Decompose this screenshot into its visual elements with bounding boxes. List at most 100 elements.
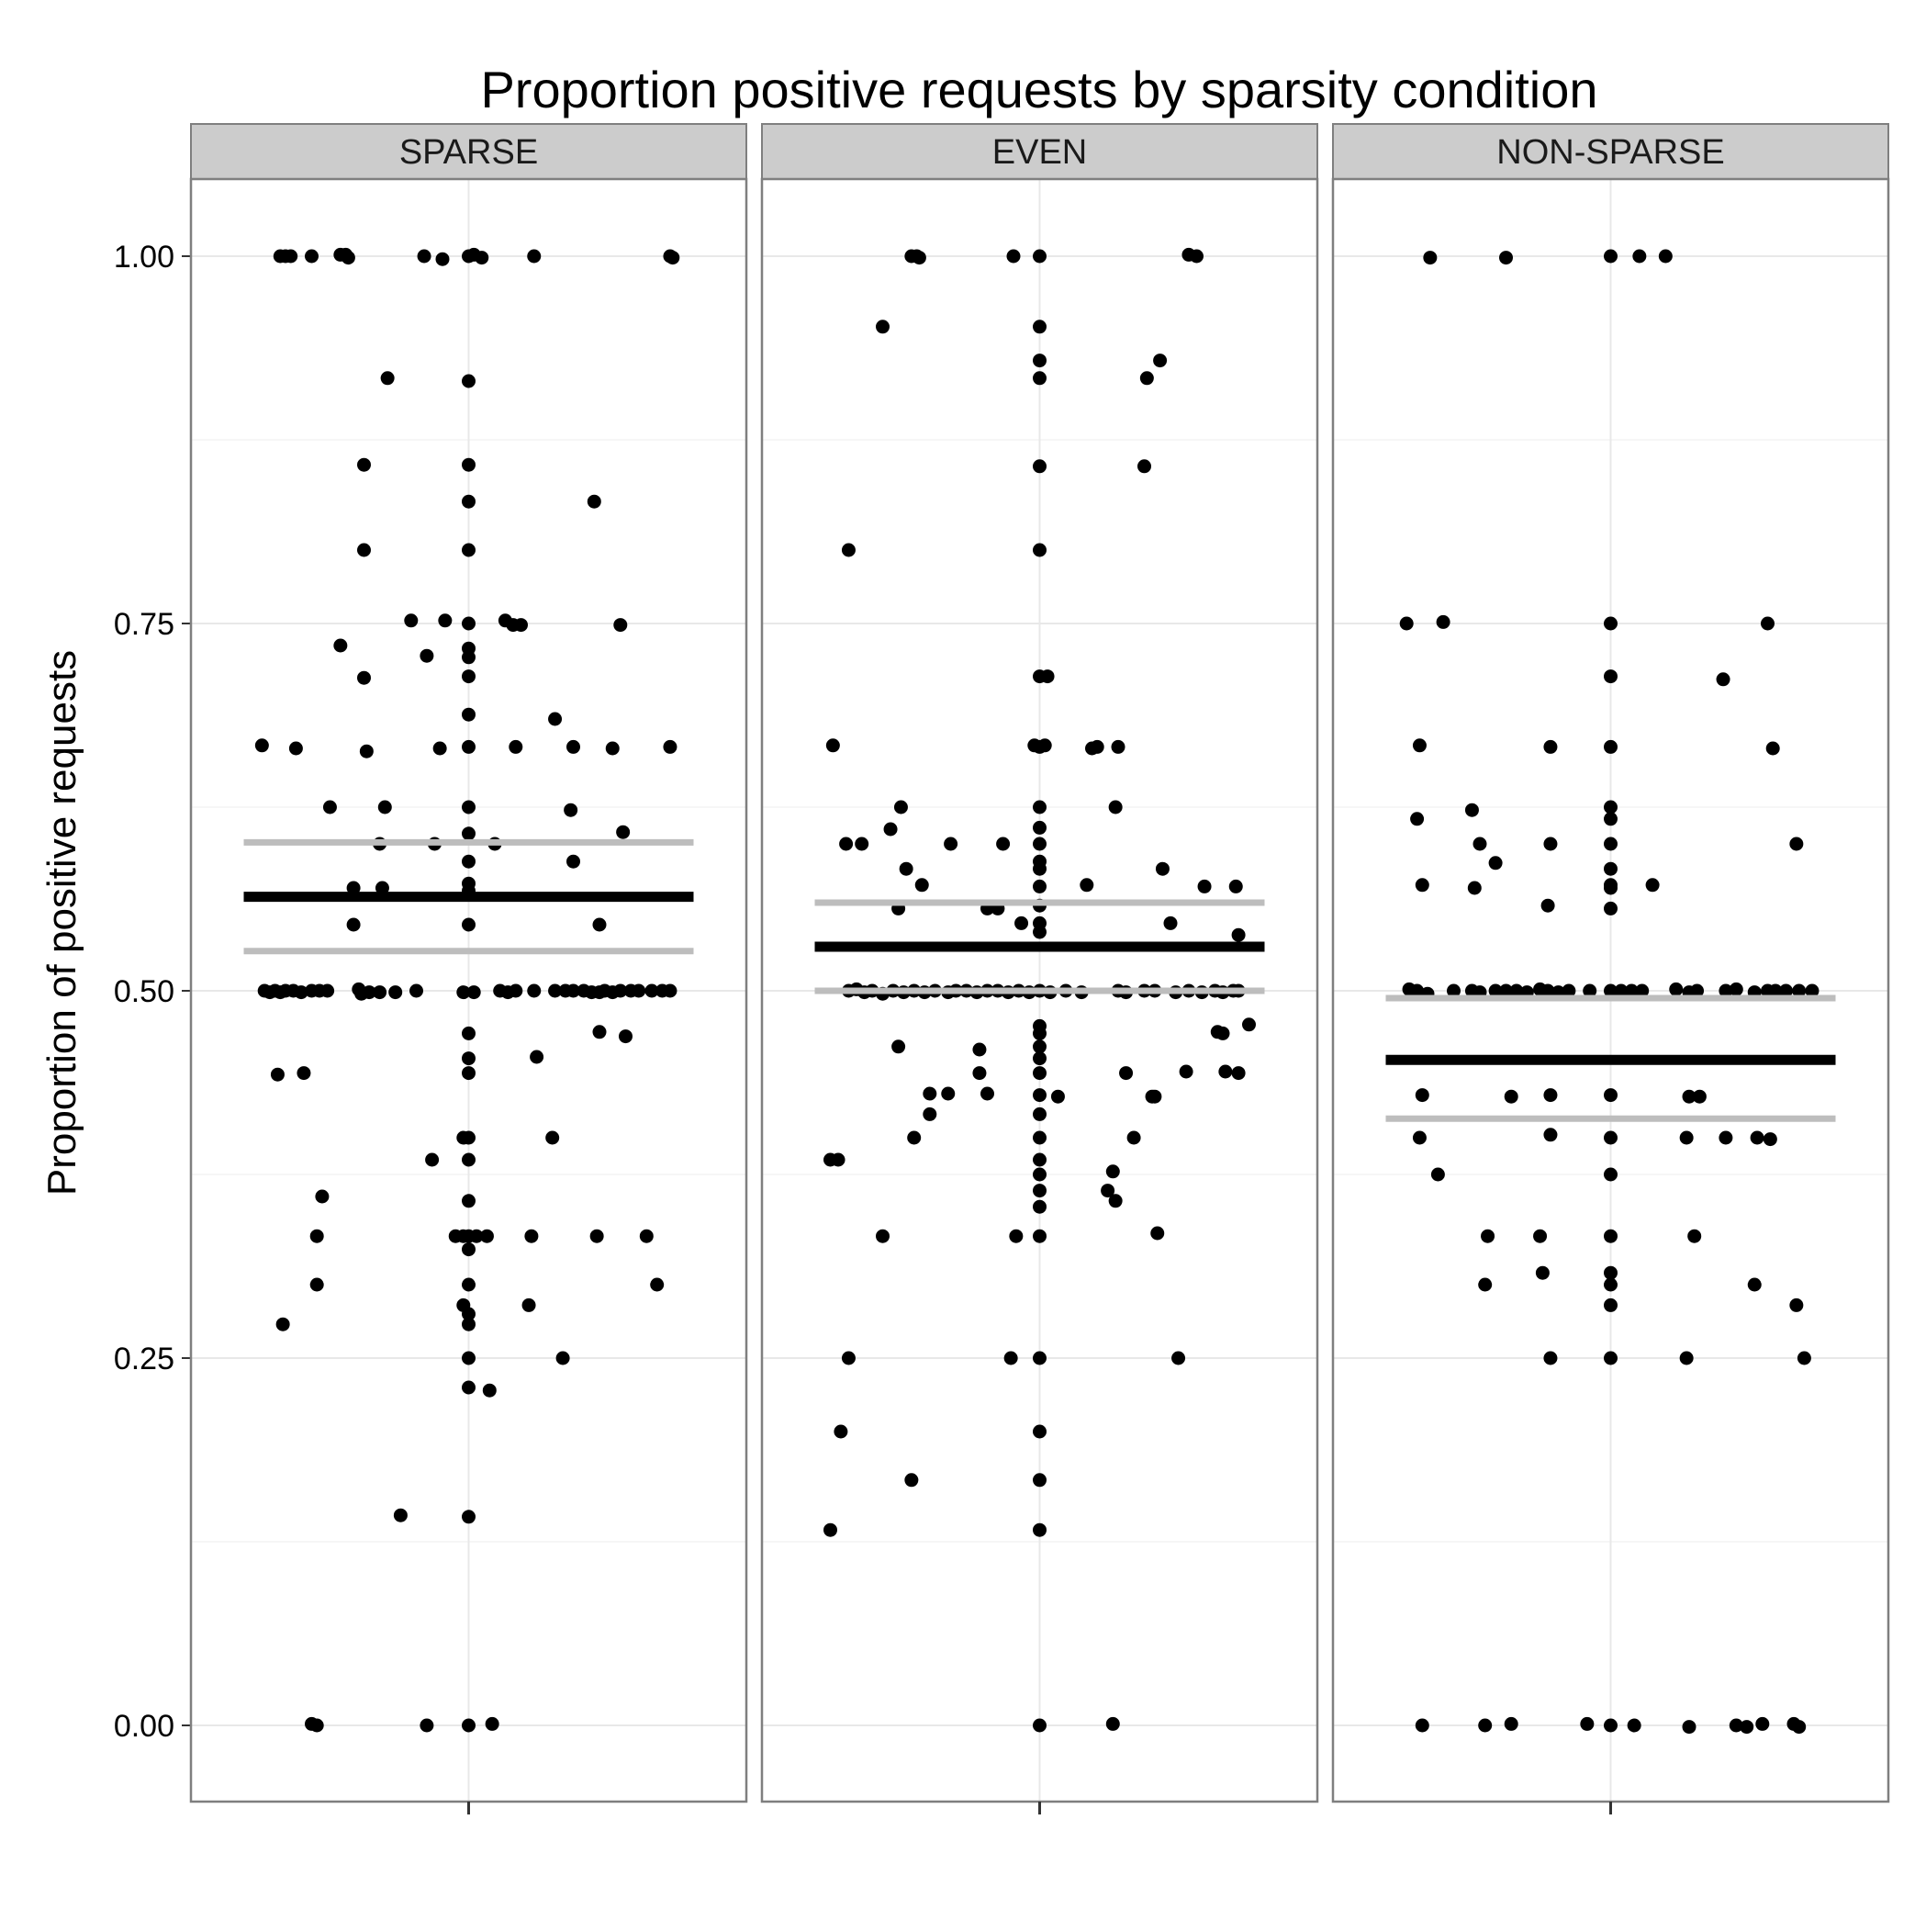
data-point: [309, 1277, 324, 1292]
data-point: [362, 985, 376, 1000]
data-point: [1789, 1297, 1804, 1312]
data-point: [566, 739, 580, 754]
data-point: [883, 822, 898, 837]
data-point: [1604, 1351, 1618, 1365]
data-point: [462, 650, 476, 665]
data-point: [1033, 1039, 1047, 1054]
data-point: [294, 985, 308, 1000]
data-point: [1003, 1351, 1018, 1365]
data-point: [1488, 856, 1503, 871]
data-point: [1231, 1066, 1246, 1081]
y-tick-label: 0.00: [114, 1709, 174, 1744]
data-point: [1669, 982, 1684, 996]
data-point: [1033, 1229, 1047, 1243]
data-point: [566, 854, 580, 869]
data-point: [462, 1307, 476, 1321]
data-point: [288, 741, 303, 756]
data-point: [420, 648, 434, 663]
data-point: [1658, 249, 1673, 264]
data-point: [1040, 669, 1055, 684]
data-point: [1153, 354, 1168, 368]
data-point: [644, 983, 659, 998]
data-point: [619, 1029, 633, 1044]
data-point: [1033, 1152, 1047, 1167]
data-point: [1033, 1066, 1047, 1081]
data-point: [1604, 1277, 1618, 1292]
data-point: [1679, 1351, 1694, 1365]
data-point: [1430, 1167, 1445, 1182]
data-point: [1533, 1229, 1548, 1243]
data-point: [589, 1229, 604, 1243]
data-point: [1179, 1064, 1193, 1079]
data-point: [1604, 616, 1618, 631]
data-point: [1033, 820, 1047, 835]
data-point: [1472, 837, 1487, 851]
data-point: [462, 1066, 476, 1081]
data-point: [377, 800, 392, 814]
data-point: [485, 1716, 499, 1731]
data-point: [1033, 800, 1047, 814]
data-point: [1467, 881, 1482, 895]
data-point: [1436, 614, 1450, 629]
data-point: [605, 741, 620, 756]
data-point: [1768, 983, 1783, 998]
data-point: [1682, 1720, 1696, 1735]
data-point: [1412, 738, 1427, 753]
data-point: [839, 837, 854, 851]
data-point: [530, 1050, 544, 1064]
data-point: [1090, 739, 1104, 754]
chart-title: Proportion positive requests by sparsity…: [480, 61, 1597, 118]
data-point: [1410, 983, 1425, 998]
data-point: [564, 803, 578, 817]
data-point: [841, 1351, 856, 1365]
data-point: [1033, 1130, 1047, 1145]
data-point: [1750, 1130, 1764, 1145]
data-point: [482, 1383, 497, 1398]
data-point: [1009, 1229, 1024, 1243]
data-point: [1509, 983, 1524, 998]
data-point: [359, 744, 374, 758]
data-point: [1792, 1720, 1807, 1735]
data-point: [420, 1718, 434, 1733]
data-point: [432, 741, 447, 756]
data-point: [548, 712, 563, 726]
data-point: [1604, 812, 1618, 826]
data-point: [1478, 1718, 1493, 1733]
data-point: [521, 1297, 536, 1312]
data-point: [527, 249, 542, 264]
data-point: [996, 837, 1011, 851]
panel-strip: [761, 123, 1318, 180]
data-point: [1412, 1130, 1427, 1145]
data-point: [548, 983, 563, 998]
data-point: [462, 1317, 476, 1331]
data-point: [1033, 1718, 1047, 1733]
data-point: [613, 618, 628, 633]
data-point: [1729, 1718, 1743, 1733]
data-point: [1410, 812, 1425, 826]
data-point: [462, 707, 476, 722]
data-point: [1719, 1130, 1733, 1145]
data-point: [592, 1025, 607, 1039]
data-point: [1604, 881, 1618, 895]
data-point: [1033, 1051, 1047, 1066]
data-point: [341, 251, 355, 265]
data-point: [663, 983, 677, 998]
data-point: [1540, 983, 1555, 998]
data-point: [1543, 1128, 1558, 1142]
data-point: [1604, 861, 1618, 876]
y-tick-label: 0.75: [114, 607, 174, 642]
data-point: [923, 1086, 937, 1101]
data-point: [1415, 1088, 1429, 1103]
data-point: [1740, 1720, 1754, 1735]
data-point: [912, 251, 926, 265]
data-point: [357, 670, 371, 685]
data-point: [1218, 1064, 1233, 1079]
data-point: [1108, 800, 1123, 814]
data-point: [1033, 1026, 1047, 1040]
data-point: [1543, 1351, 1558, 1365]
data-point: [456, 985, 471, 1000]
data-point: [941, 1086, 956, 1101]
data-point: [1765, 741, 1780, 756]
data-point: [1645, 878, 1660, 893]
